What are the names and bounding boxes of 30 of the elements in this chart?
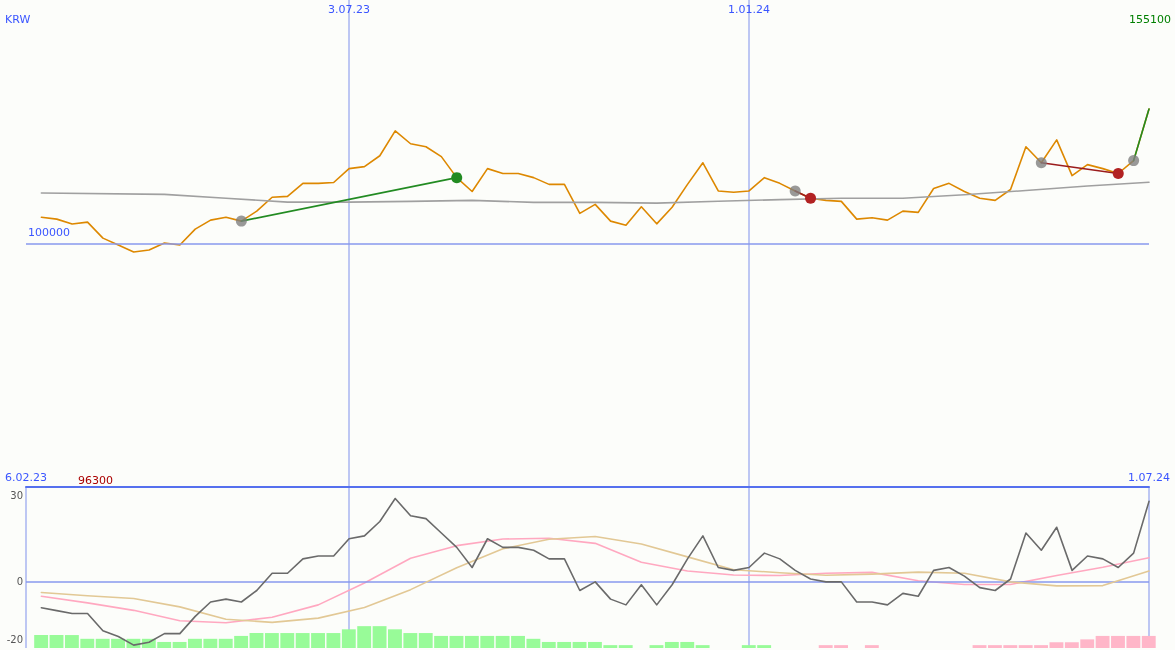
y-tick-label: 30	[10, 490, 23, 502]
point	[1112, 167, 1124, 179]
point	[789, 185, 801, 197]
bar	[34, 635, 49, 648]
bar	[49, 635, 64, 648]
point	[451, 172, 463, 184]
bar	[972, 645, 987, 648]
bar	[449, 635, 464, 648]
x-tick-label: 1.07.24	[1128, 471, 1170, 484]
text: 155100	[1129, 13, 1172, 26]
point	[805, 192, 817, 204]
bar	[249, 633, 264, 648]
x-tick-label: 3.07.23	[328, 3, 371, 16]
point	[235, 215, 247, 227]
point	[1128, 155, 1140, 167]
x-tick-label: 1.01.24	[728, 3, 771, 16]
bar	[649, 645, 664, 648]
bar	[1049, 642, 1064, 648]
x-tick-label: 6.02.23	[5, 471, 47, 484]
bar	[695, 645, 710, 648]
bar	[618, 645, 633, 648]
y-axis-title: KRW	[5, 13, 31, 26]
bar	[1141, 635, 1156, 648]
y-tick-label: 0	[16, 576, 23, 588]
annotation: 100000	[28, 226, 70, 239]
bar	[864, 645, 879, 648]
point	[1035, 157, 1047, 169]
line-series	[40, 497, 1150, 646]
y-tick-label: -20	[6, 633, 23, 645]
annotation: 96300	[78, 474, 113, 487]
